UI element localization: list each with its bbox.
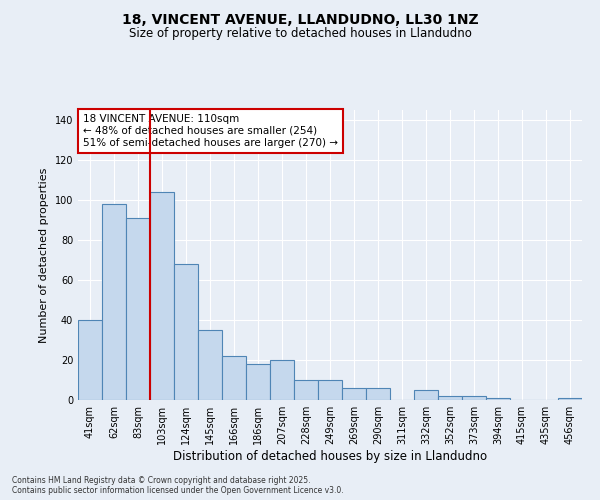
Bar (414, 390, 438, 400)
Text: 18 VINCENT AVENUE: 110sqm
← 48% of detached houses are smaller (254)
51% of semi: 18 VINCENT AVENUE: 110sqm ← 48% of detac… (83, 114, 338, 148)
Bar (222, 356, 246, 400)
Bar (246, 364, 270, 400)
Y-axis label: Number of detached properties: Number of detached properties (39, 168, 49, 342)
Bar (318, 380, 342, 400)
Bar (438, 396, 462, 400)
Text: Contains HM Land Registry data © Crown copyright and database right 2025.
Contai: Contains HM Land Registry data © Crown c… (12, 476, 344, 495)
Bar (78, 320, 102, 400)
Bar (102, 204, 126, 400)
Bar (486, 398, 510, 400)
Bar (294, 380, 318, 400)
Bar (342, 388, 366, 400)
Text: 18, VINCENT AVENUE, LLANDUDNO, LL30 1NZ: 18, VINCENT AVENUE, LLANDUDNO, LL30 1NZ (122, 12, 478, 26)
Bar (174, 264, 198, 400)
Bar (558, 398, 582, 400)
Bar (462, 396, 486, 400)
X-axis label: Distribution of detached houses by size in Llandudno: Distribution of detached houses by size … (173, 450, 487, 463)
Bar (270, 360, 294, 400)
Text: Size of property relative to detached houses in Llandudno: Size of property relative to detached ho… (128, 28, 472, 40)
Bar (198, 330, 222, 400)
Bar (150, 192, 174, 400)
Bar (366, 388, 390, 400)
Bar (126, 218, 150, 400)
